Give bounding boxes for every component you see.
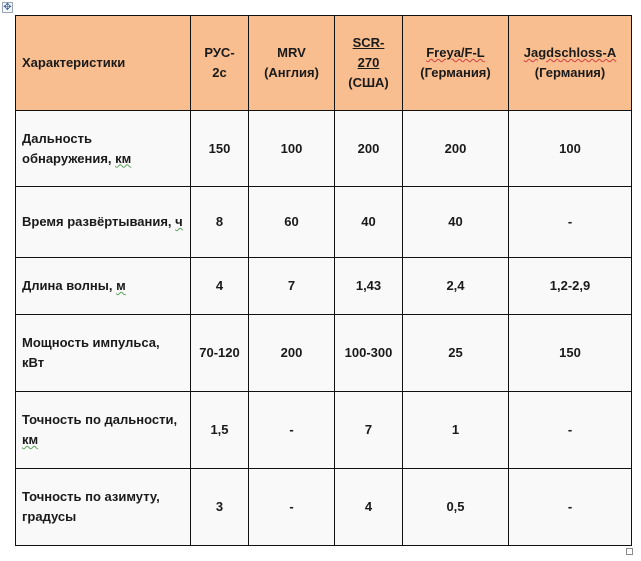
cell: 100	[248, 110, 335, 187]
cell: -	[248, 468, 335, 546]
header-row: Характеристики РУС- 2с MRV (Англия) SCR- 27…	[15, 15, 632, 111]
cell: 40	[334, 186, 403, 258]
cell: 25	[402, 314, 509, 392]
header-mrv: MRV (Англия)	[248, 15, 335, 111]
cell: 7	[334, 391, 403, 469]
cell: 1,43	[334, 257, 403, 315]
cell: 0,5	[402, 468, 509, 546]
table-row: Точность по дальности, км 1,5 - 7 1 -	[15, 391, 632, 469]
cell: 4	[190, 257, 249, 315]
cell: 150	[508, 314, 632, 392]
cell: 2,4	[402, 257, 509, 315]
cell: 1	[402, 391, 509, 469]
row-label: Мощность импульса, кВт	[15, 314, 191, 392]
cell: 4	[334, 468, 403, 546]
cell: 200	[334, 110, 403, 187]
cell: 60	[248, 186, 335, 258]
row-label: Время развёртывания, ч	[15, 186, 191, 258]
table-row: Точность по азимуту, градусы 3 - 4 0,5 -	[15, 468, 632, 546]
table-row: Длина волны, м 4 7 1,43 2,4 1,2-2,9	[15, 257, 632, 315]
cell: 200	[402, 110, 509, 187]
table-row: Время развёртывания, ч 8 60 40 40 -	[15, 186, 632, 258]
table-row: Мощность импульса, кВт 70-120 200 100-300…	[15, 314, 632, 392]
cell: -	[248, 391, 335, 469]
cell: 70-120	[190, 314, 249, 392]
cell: 3	[190, 468, 249, 546]
cell: 100-300	[334, 314, 403, 392]
cell: 40	[402, 186, 509, 258]
radar-comparison-table: Характеристики РУС- 2с MRV (Англия) SCR- 27…	[15, 15, 632, 546]
row-label: Точность по азимуту, градусы	[15, 468, 191, 546]
cell: 8	[190, 186, 249, 258]
cell: 7	[248, 257, 335, 315]
cell: 200	[248, 314, 335, 392]
header-characteristics: Характеристики	[15, 15, 191, 111]
cell: -	[508, 391, 632, 469]
row-label: Точность по дальности, км	[15, 391, 191, 469]
header-jagdschloss: Jagdschloss-A (Германия)	[508, 15, 632, 111]
cell: 150	[190, 110, 249, 187]
table-resize-handle[interactable]	[626, 548, 633, 555]
header-scr-270: SCR- 270 (США)	[334, 15, 403, 111]
table-move-handle-icon[interactable]: ✥	[2, 2, 13, 13]
row-label: Длина волны, м	[15, 257, 191, 315]
row-label: Дальность обнаружения, км	[15, 110, 191, 187]
cell: 1,5	[190, 391, 249, 469]
header-freya: Freya/F-L (Германия)	[402, 15, 509, 111]
cell: -	[508, 468, 632, 546]
cell: 100	[508, 110, 632, 187]
header-rus-2c: РУС- 2с	[190, 15, 249, 111]
table-row: Дальность обнаружения, км 150 100 200 200…	[15, 110, 632, 187]
cell: 1,2-2,9	[508, 257, 632, 315]
cell: -	[508, 186, 632, 258]
